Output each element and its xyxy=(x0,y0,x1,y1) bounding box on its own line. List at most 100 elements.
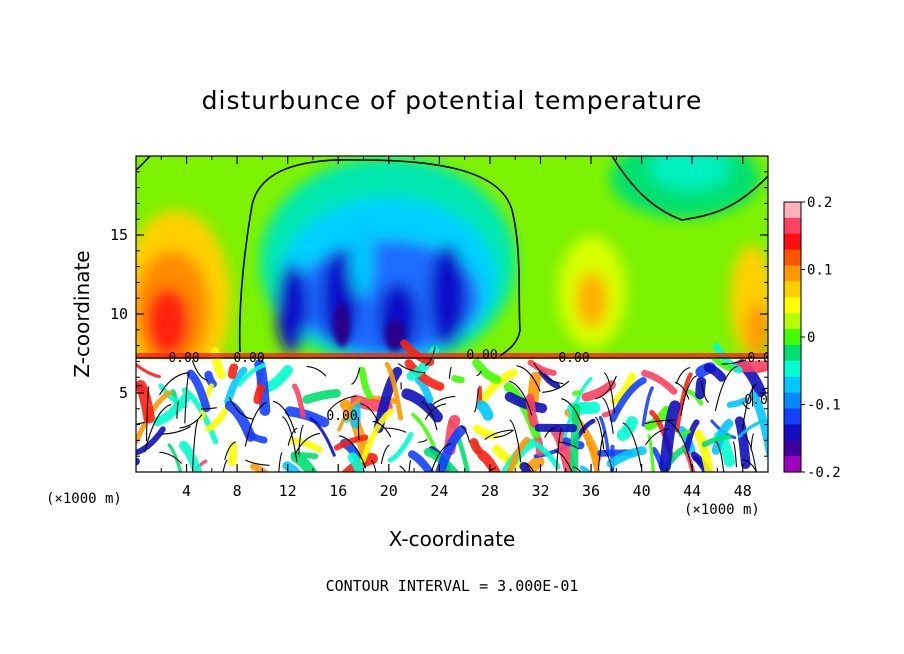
turbulence-streak xyxy=(469,438,483,455)
interface-warm-band xyxy=(136,353,768,358)
turbulence-streak xyxy=(647,434,655,472)
colorbar-swatch xyxy=(784,424,801,441)
turbulence-contour xyxy=(666,420,694,472)
contour-label: 0.00 xyxy=(233,351,264,366)
turbulence-contour xyxy=(476,370,482,377)
contour-label-group: 0.00 0.00 0.00 0.00 0.00 0.00 0.00 xyxy=(168,348,778,424)
turbulence-streak xyxy=(337,397,362,432)
turbulence-streak xyxy=(228,441,238,467)
turbulence-streak xyxy=(289,437,323,453)
colorbar-swatch xyxy=(784,297,801,314)
turbulence-streak xyxy=(404,359,445,391)
turbulence-contour xyxy=(327,395,357,413)
turbulence-streak xyxy=(737,418,767,439)
contour-plume-boundary xyxy=(238,158,521,357)
turbulence-streak xyxy=(261,364,293,393)
turbulence-contour xyxy=(762,387,768,390)
turbulence-contour xyxy=(136,417,137,419)
colorbar-swatch xyxy=(784,376,801,394)
turbulence-contour xyxy=(380,444,390,465)
turbulence-contour xyxy=(200,407,217,410)
turbulence-contour xyxy=(700,380,710,403)
colorbar-swatch xyxy=(784,249,801,267)
x-tick-label: 40 xyxy=(633,482,651,500)
colorbar-swatch xyxy=(784,265,801,283)
turbulence-streak xyxy=(387,431,414,463)
field-cold-plume-core-1 xyxy=(276,263,308,353)
turbulence-streak xyxy=(527,359,557,377)
turbulence-streak xyxy=(678,429,691,438)
turbulence-contour xyxy=(493,429,514,439)
turbulence-contour xyxy=(161,425,191,435)
turbulence-streak xyxy=(284,406,330,428)
colorbar-swatch xyxy=(784,313,801,330)
turbulence-streak xyxy=(360,408,394,463)
turbulence-streak xyxy=(302,388,341,404)
turbulence-contour xyxy=(298,424,304,456)
turbulence-streak xyxy=(333,434,369,451)
turbulence-contour xyxy=(145,386,150,442)
turbulence-streak xyxy=(191,459,208,472)
x-tick-label: 32 xyxy=(531,482,549,500)
turbulence-contour xyxy=(272,400,296,434)
turbulence-streak xyxy=(477,450,501,472)
turbulence-streak xyxy=(136,362,161,379)
turbulence-streak xyxy=(152,391,192,427)
x-tick-label: 4 xyxy=(182,482,191,500)
turbulence-streak xyxy=(384,361,404,421)
turbulence-contour xyxy=(509,419,522,463)
turbulence-streak xyxy=(186,369,211,413)
turbulence-contour xyxy=(544,427,556,438)
zero-contours xyxy=(136,156,768,359)
turbulence-streak xyxy=(292,383,306,419)
contour-label: 0.00 xyxy=(326,409,357,424)
colorbar-swatch xyxy=(784,360,801,378)
x-axis-label: X-coordinate xyxy=(388,527,516,551)
colorbar-swatch xyxy=(784,408,801,425)
colorbar-tick-label: 0.1 xyxy=(807,263,832,279)
field-warm-left-core xyxy=(146,287,190,357)
x-tick-label: 8 xyxy=(233,482,242,500)
turbulence-streak xyxy=(616,416,638,441)
turbulence-contour xyxy=(595,375,617,400)
turbulence-streak xyxy=(451,374,465,384)
turbulence-streak xyxy=(205,406,230,432)
field-warm-right-core xyxy=(576,272,608,328)
turbulence-streak xyxy=(253,384,266,405)
turbulence-streak xyxy=(610,372,637,406)
field-cool-upper-right-core xyxy=(650,156,730,190)
turbulence-contour xyxy=(597,431,606,471)
colorbar-swatch xyxy=(784,456,801,473)
turbulence-streak xyxy=(695,376,707,400)
turbulent-streaks xyxy=(136,339,768,472)
turbulence-contour xyxy=(424,403,447,420)
field-dark-core-1 xyxy=(334,303,350,347)
turbulence-contour xyxy=(432,395,456,405)
turbulence-contour xyxy=(385,427,407,433)
field-cold-plume-core-4 xyxy=(430,244,466,348)
contour-label: 0.00 xyxy=(744,393,775,408)
turbulence-contour xyxy=(228,396,254,420)
turbulence-contour xyxy=(542,380,570,393)
turbulence-contour xyxy=(508,380,533,416)
turbulence-contour xyxy=(144,403,172,453)
colorbar-swatch xyxy=(784,217,801,235)
x-tick-label: 24 xyxy=(430,482,448,500)
x-tick-label: 36 xyxy=(582,482,600,500)
turbulence-streak xyxy=(435,425,467,472)
turbulence-streak xyxy=(606,446,647,468)
contour-label: 0.00 xyxy=(747,351,778,366)
turbulence-contour xyxy=(561,398,586,434)
turbulence-contour xyxy=(176,400,180,419)
turbulence-contour xyxy=(715,440,725,472)
turbulence-contour xyxy=(460,425,471,443)
colorbar-swatch xyxy=(784,281,801,298)
turbulence-contour xyxy=(750,433,755,450)
turbulence-contour xyxy=(601,397,614,434)
turbulence-contour xyxy=(222,459,228,472)
turbulence-contour xyxy=(742,459,758,472)
turbulence-contour xyxy=(408,459,412,472)
turbulence-streak xyxy=(703,363,727,382)
turbulence-contour xyxy=(136,384,142,387)
